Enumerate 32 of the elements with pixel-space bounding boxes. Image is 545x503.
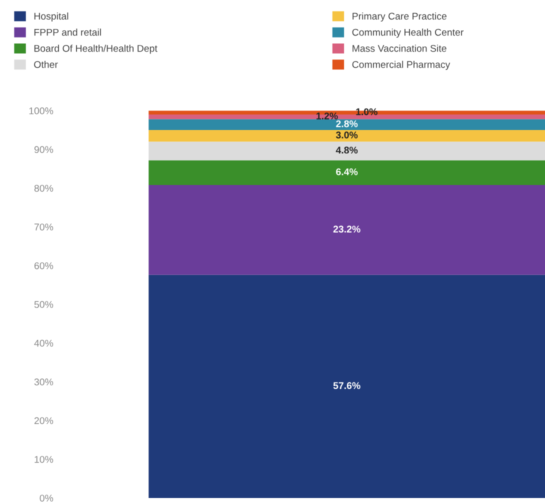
data-label: 23.2% xyxy=(333,226,360,233)
legend-label: FPPP and retail xyxy=(34,28,101,36)
bar xyxy=(148,142,545,160)
y-tick-label: 90% xyxy=(34,146,54,154)
legend-label: Commercial Pharmacy xyxy=(352,60,450,70)
y-tick-label: 10% xyxy=(34,456,54,463)
data-label: 6.4% xyxy=(336,168,358,176)
legend-label: Other xyxy=(34,60,58,68)
y-tick-label: 80% xyxy=(34,184,54,192)
legend-label: Board Of Health/Health Dept xyxy=(34,44,158,54)
y-tick-label: 60% xyxy=(34,262,54,270)
y-tick-label: 40% xyxy=(34,340,54,347)
y-tick-label: 30% xyxy=(34,378,54,386)
legend-label: Community Health Center xyxy=(352,28,464,38)
legend-label: Primary Care Practice xyxy=(352,12,446,22)
bar xyxy=(148,114,545,120)
y-tick-label: 20% xyxy=(34,417,54,424)
data-label: 3.0% xyxy=(336,132,358,138)
y-tick-label: 70% xyxy=(34,224,54,230)
y-tick-label: 0% xyxy=(40,494,54,502)
y-tick-label: 100% xyxy=(29,107,54,114)
data-label: 57.6% xyxy=(333,382,360,390)
data-label: 1.2% xyxy=(316,112,338,120)
legend-label: Hospital xyxy=(34,12,68,22)
y-tick-label: 50% xyxy=(34,301,54,308)
legend-label: Mass Vaccination Site xyxy=(352,44,446,52)
data-label: 2.8% xyxy=(336,120,358,128)
bar xyxy=(148,119,545,130)
data-label: 4.8% xyxy=(336,146,358,154)
bar xyxy=(148,130,545,142)
bar xyxy=(148,160,545,186)
bar xyxy=(148,185,545,275)
